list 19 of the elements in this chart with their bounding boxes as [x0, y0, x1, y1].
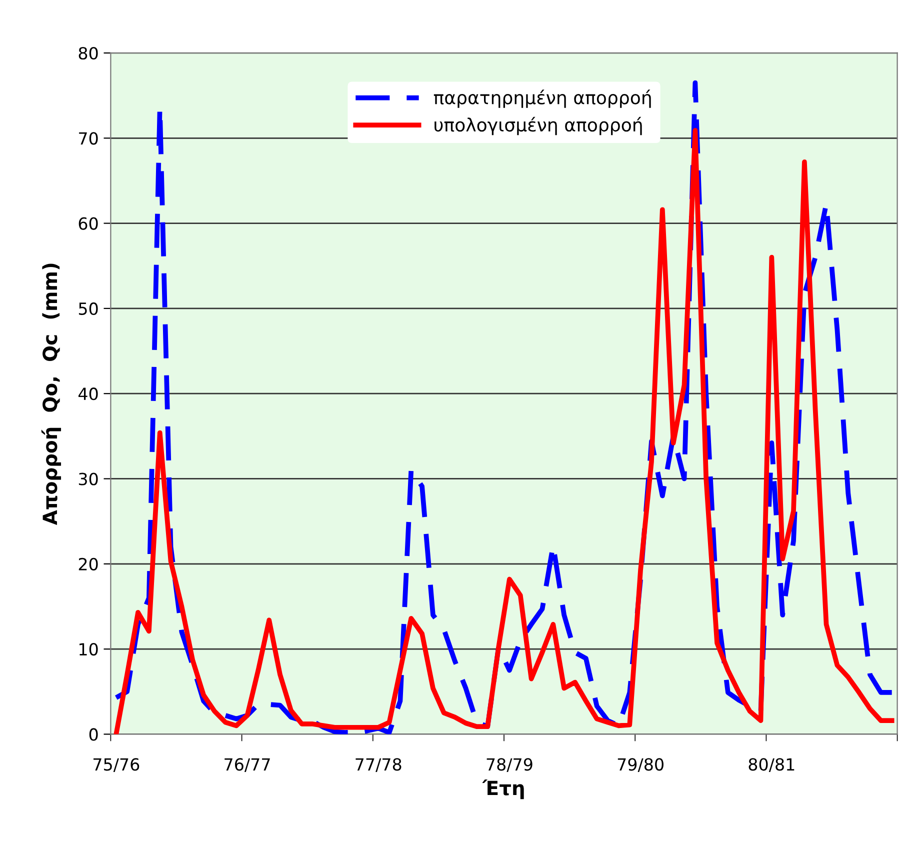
y-tick-label: 50	[78, 302, 98, 316]
y-tick-label: 10	[80, 643, 98, 656]
y-axis-title: Απορροή Qo, Qc (mm)	[41, 264, 62, 526]
legend-label: παρατηρημένη απορροή	[434, 90, 651, 108]
y-tick-label: 20	[78, 558, 98, 570]
y-tick-label: 40	[78, 388, 98, 400]
x-axis-title: Έτη	[482, 779, 524, 800]
y-tick-label: 60	[78, 217, 98, 230]
x-tick-label: 79/80	[618, 758, 664, 772]
x-tick-label: 78/79	[486, 758, 532, 772]
y-tick-label: 30	[78, 472, 98, 486]
x-tick-label: 76/77	[224, 758, 270, 772]
x-tick-label: 75/76	[94, 758, 140, 772]
y-tick-label: 0	[89, 728, 98, 741]
x-tick-label: 80/81	[748, 758, 794, 772]
x-tick-label: 77/78	[356, 758, 402, 772]
y-tick-label: 80	[78, 46, 98, 60]
y-tick-label: 70	[79, 132, 98, 145]
legend-label: υπολογισμένη απορροή	[434, 116, 642, 136]
